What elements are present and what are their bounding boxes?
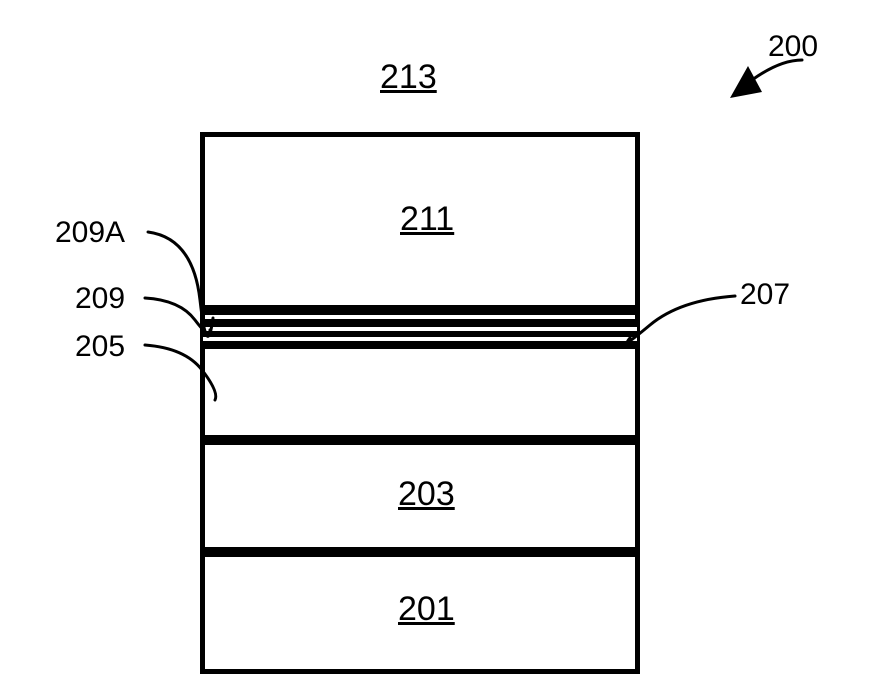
callout-207: 207 [740, 278, 790, 312]
layer-211-label: 211 [400, 200, 454, 239]
callout-209A: 209A [55, 216, 125, 250]
layer-209A [200, 310, 640, 324]
callout-209: 209 [75, 282, 125, 316]
layer-207 [200, 334, 640, 344]
layer-209 [200, 324, 640, 334]
layer-201-label: 201 [398, 590, 455, 629]
layer-205 [200, 344, 640, 440]
layer-203-label: 203 [398, 475, 455, 514]
callout-205: 205 [75, 330, 125, 364]
figure-ref-label: 200 [768, 30, 818, 64]
layer-213-label: 213 [380, 58, 437, 97]
